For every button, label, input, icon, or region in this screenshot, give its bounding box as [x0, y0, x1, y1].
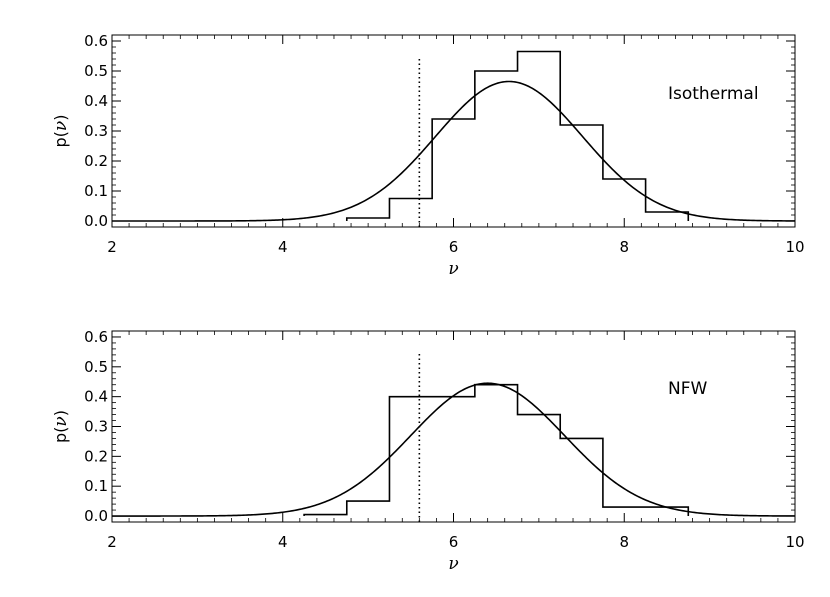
y-tick-label: 0.2 — [84, 447, 108, 465]
y-tick-label: 0.4 — [84, 92, 108, 110]
x-axis-label: ν — [448, 259, 458, 279]
y-tick-label: 0.0 — [84, 507, 108, 525]
x-tick-label: 6 — [449, 238, 459, 256]
top-annotation: Isothermal — [668, 84, 759, 104]
y-axis-label-suffix: ) — [51, 410, 70, 416]
y-tick-label: 0.5 — [84, 358, 108, 376]
x-tick-label: 10 — [785, 238, 804, 256]
bottom-panel: 2 4 6 8 100.00.10.20.30.40.50.6νp(ν)NFW — [51, 328, 805, 574]
x-tick-label: 8 — [619, 533, 629, 551]
y-tick-label: 0.6 — [84, 328, 108, 346]
y-tick-label: 0.6 — [84, 32, 108, 50]
x-tick-label: 4 — [278, 238, 288, 256]
top-plot-frame — [111, 34, 796, 228]
y-axis-label: p(ν) — [51, 115, 71, 148]
top-gaussian-fit — [112, 80, 796, 222]
x-tick-label: 10 — [785, 533, 804, 551]
y-axis-label-var: ν — [51, 416, 71, 426]
x-tick-label: 8 — [619, 238, 629, 256]
y-axis-label: p(ν) — [51, 410, 71, 443]
top-panel: 2 4 6 8 100.00.10.20.30.40.50.6νp(ν)Isotherm… — [51, 32, 805, 279]
bottom-plot-frame — [111, 330, 796, 523]
y-tick-label: 0.1 — [84, 182, 108, 200]
x-tick-label: 2 — [107, 238, 117, 256]
top-histogram — [345, 50, 690, 221]
y-tick-label: 0.3 — [84, 418, 108, 436]
y-tick-label: 0.2 — [84, 152, 108, 170]
bottom-histogram — [303, 383, 690, 517]
bottom-gaussian-fit — [112, 382, 796, 517]
y-tick-label: 0.5 — [84, 62, 108, 80]
x-tick-label: 4 — [278, 533, 288, 551]
bottom-annotation: NFW — [668, 379, 707, 399]
y-tick-label: 0.4 — [84, 388, 108, 406]
y-axis-label-prefix: p( — [51, 427, 70, 443]
y-tick-label: 0.1 — [84, 477, 108, 495]
y-tick-label: 0.3 — [84, 122, 108, 140]
y-tick-label: 0.0 — [84, 212, 108, 230]
x-axis-label: ν — [448, 554, 458, 574]
x-tick-label: 6 — [449, 533, 459, 551]
y-axis-label-suffix: ) — [51, 115, 70, 121]
y-axis-label-var: ν — [51, 121, 71, 131]
x-tick-label: 2 — [107, 533, 117, 551]
y-axis-label-prefix: p( — [51, 131, 70, 147]
